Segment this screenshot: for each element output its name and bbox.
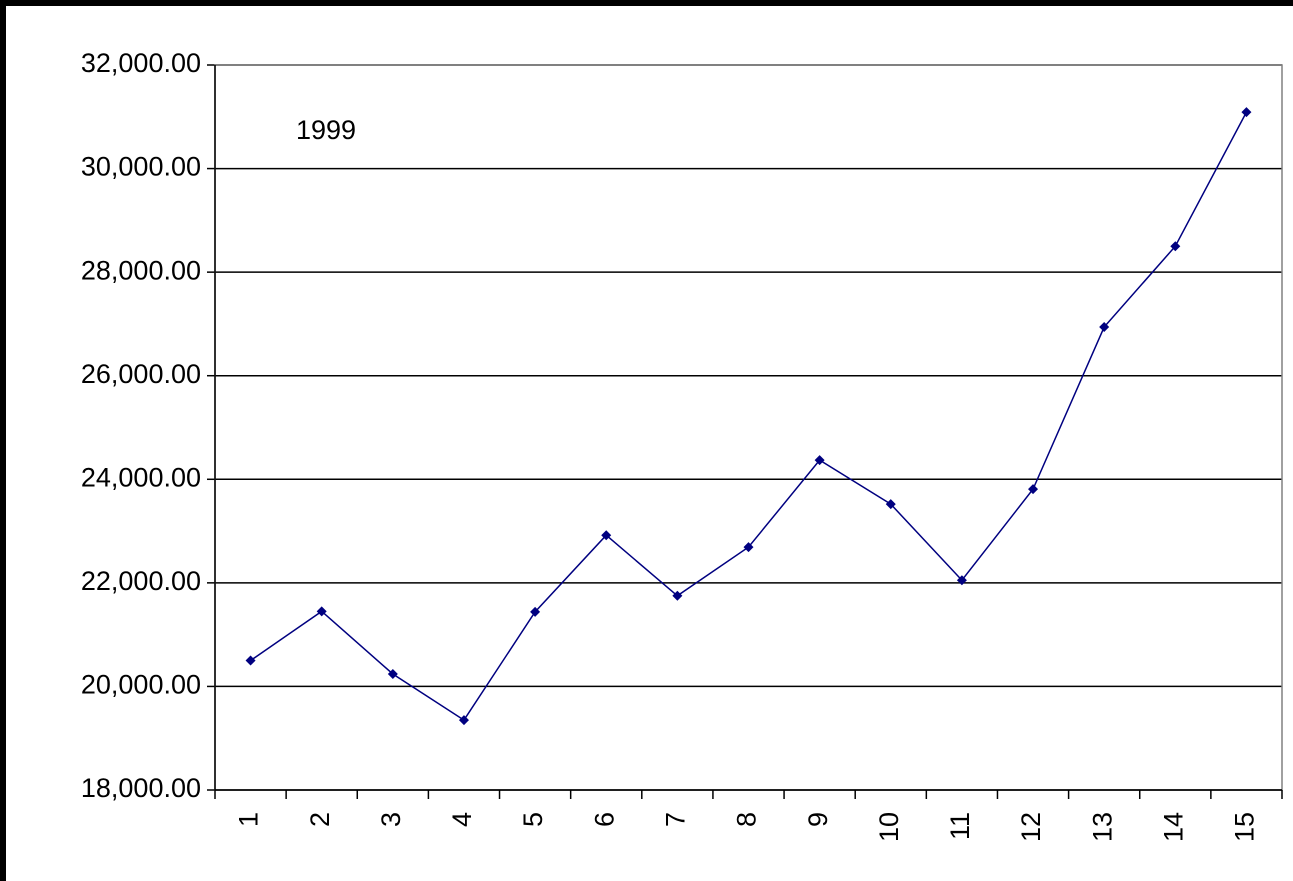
y-tick-label: 30,000.00 <box>81 152 201 182</box>
x-tick-label: 13 <box>1087 812 1117 842</box>
x-tick-label: 15 <box>1230 812 1260 842</box>
data-marker <box>1170 241 1181 252</box>
data-marker <box>885 499 896 510</box>
data-marker <box>530 606 541 617</box>
data-marker <box>601 530 612 541</box>
y-tick-label: 28,000.00 <box>81 255 201 285</box>
data-marker <box>316 606 327 617</box>
x-tick-label: 2 <box>305 812 335 827</box>
data-marker <box>458 715 469 726</box>
y-tick-label: 20,000.00 <box>81 670 201 700</box>
x-tick-label: 12 <box>1016 812 1046 842</box>
annotation: 1999 <box>296 115 356 145</box>
data-marker <box>1099 322 1110 333</box>
x-tick-label: 4 <box>447 812 477 827</box>
plot-area <box>214 64 1283 791</box>
y-tick-label: 32,000.00 <box>81 48 201 78</box>
data-marker <box>1241 107 1252 118</box>
y-tick-label: 22,000.00 <box>81 566 201 596</box>
data-line <box>250 111 1248 722</box>
x-tick-label: 9 <box>803 812 833 827</box>
x-tick-label: 7 <box>660 812 690 827</box>
data-marker <box>814 455 825 466</box>
data-marker <box>387 669 398 679</box>
x-tick-label: 11 <box>945 812 975 840</box>
x-tick-label: 3 <box>376 812 406 827</box>
y-tick-label: 24,000.00 <box>81 462 201 492</box>
data-marker <box>672 590 683 601</box>
data-marker <box>245 655 256 666</box>
x-tick-label: 8 <box>732 812 762 827</box>
x-tick-label: 10 <box>874 812 904 842</box>
x-tick-label: 5 <box>518 812 548 827</box>
data-marker <box>956 575 967 586</box>
data-marker <box>1028 484 1039 495</box>
x-tick-label: 6 <box>589 812 619 827</box>
y-tick-label: 26,000.00 <box>81 359 201 389</box>
x-tick-label: 14 <box>1158 812 1188 842</box>
y-tick-label: 18,000.00 <box>81 773 201 803</box>
data-marker <box>743 542 754 553</box>
x-tick-label: 1 <box>234 812 264 827</box>
